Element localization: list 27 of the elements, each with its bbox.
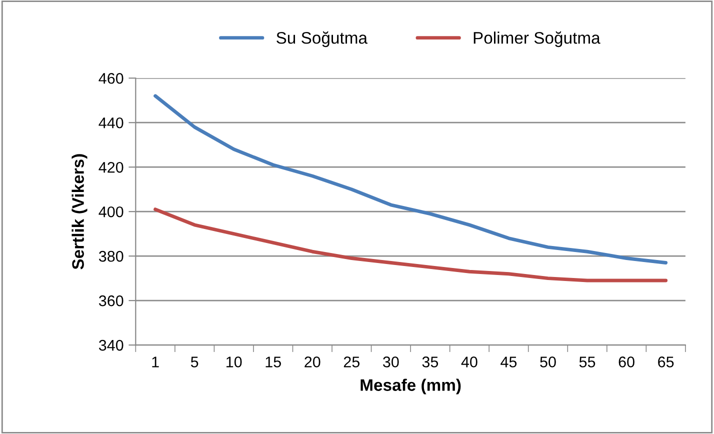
y-tick-label: 440 xyxy=(98,117,124,128)
y-tick-label: 360 xyxy=(98,295,124,306)
x-tick-label: 60 xyxy=(618,356,634,368)
x-tick-label: 1 xyxy=(152,356,159,368)
x-tick-label: 40 xyxy=(461,356,478,368)
y-axis-title: Sertlik (Vikers) xyxy=(72,154,88,270)
legend-label: Polimer Soğutma xyxy=(474,31,600,48)
x-tick-label: 50 xyxy=(540,356,556,368)
x-tick-label: 30 xyxy=(383,356,399,368)
y-tick-label: 340 xyxy=(98,340,124,351)
x-tick-label: 10 xyxy=(226,356,242,368)
x-tick-label: 20 xyxy=(304,356,320,368)
y-tick-label: 420 xyxy=(98,162,124,173)
x-tick-label: 55 xyxy=(579,356,596,368)
x-tick-label: 25 xyxy=(344,356,360,368)
x-tick-label: 35 xyxy=(422,356,438,368)
x-tick-label: 5 xyxy=(190,356,198,368)
y-tick-label: 380 xyxy=(98,250,124,262)
x-tick-label: 65 xyxy=(658,356,674,368)
x-axis-title: Mesafe (mm) xyxy=(360,378,461,394)
x-tick-label: 15 xyxy=(266,356,281,368)
line-series xyxy=(154,208,668,282)
line-series xyxy=(154,94,668,264)
y-tick-label: 460 xyxy=(98,72,124,84)
x-tick-label: 45 xyxy=(500,356,517,368)
legend-label: Su Soğutma xyxy=(276,31,368,48)
y-tick-label: 400 xyxy=(98,206,124,218)
